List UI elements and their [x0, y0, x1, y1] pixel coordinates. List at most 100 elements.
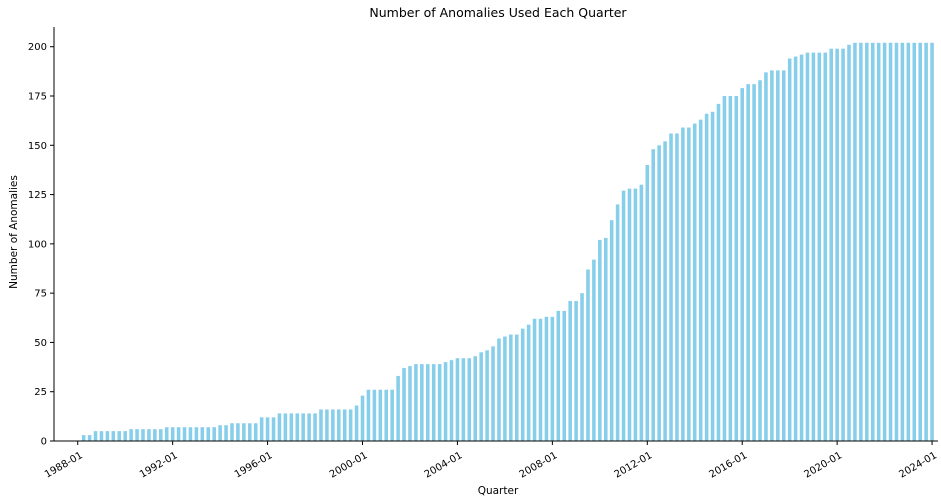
bar — [669, 133, 673, 441]
bar — [716, 103, 721, 441]
bar — [520, 328, 525, 441]
bar — [164, 427, 169, 441]
bar — [159, 429, 163, 441]
chart-title: Number of Anomalies Used Each Quarter — [369, 5, 627, 20]
bar — [609, 220, 614, 441]
bar — [728, 96, 733, 441]
bar — [206, 427, 211, 441]
bar — [598, 239, 602, 441]
bar — [734, 96, 739, 441]
bar — [449, 360, 454, 441]
bar — [301, 413, 305, 441]
bar — [627, 188, 632, 441]
bar — [313, 413, 317, 441]
bar — [259, 417, 264, 441]
bar — [930, 42, 934, 442]
bar — [194, 427, 199, 441]
bar — [799, 54, 804, 441]
bar — [859, 42, 863, 442]
x-tick-label: 2012-01 — [613, 450, 655, 480]
bar — [657, 145, 661, 442]
bar — [307, 413, 311, 441]
bar — [111, 431, 116, 441]
bar — [615, 204, 620, 441]
bar — [550, 316, 555, 441]
bar — [692, 123, 697, 441]
bar — [841, 48, 845, 441]
x-tick-label: 1992-01 — [138, 450, 180, 480]
bar — [188, 427, 193, 441]
bar — [532, 318, 537, 441]
bar — [141, 429, 145, 441]
x-tick-label: 1988-01 — [43, 450, 85, 480]
bar — [687, 127, 691, 441]
bar — [105, 431, 110, 441]
bar — [544, 316, 549, 441]
bar — [865, 42, 869, 442]
bar — [431, 364, 436, 441]
bar — [603, 237, 608, 441]
bar — [81, 435, 86, 441]
bar — [882, 42, 887, 442]
bar — [467, 358, 472, 441]
y-axis-label: Number of Anomalies — [8, 175, 20, 289]
bar — [538, 318, 543, 441]
bar — [325, 409, 329, 441]
x-tick-label: 1996-01 — [233, 450, 275, 480]
bar — [740, 88, 744, 442]
bar — [295, 413, 300, 441]
bar — [912, 42, 917, 442]
bar — [366, 389, 371, 441]
bar — [639, 184, 644, 441]
bar — [574, 301, 578, 441]
bar — [568, 301, 572, 441]
bar — [853, 42, 857, 442]
bar — [704, 113, 709, 442]
y-tick-label: 25 — [34, 387, 47, 398]
bar — [331, 409, 335, 441]
bar — [390, 389, 394, 441]
bar — [182, 427, 187, 441]
y-axis: 0 25 50 75 100 125 150 175 200 — [28, 42, 54, 448]
x-tick-label: 2004-01 — [423, 450, 465, 480]
bar — [461, 358, 466, 441]
bar — [248, 423, 252, 441]
bar — [378, 389, 383, 441]
x-tick-label: 2024-01 — [897, 450, 939, 480]
y-tick-label: 125 — [28, 190, 47, 201]
y-tick-label: 150 — [28, 141, 47, 152]
x-tick-label: 2000-01 — [328, 450, 370, 480]
bar — [900, 42, 905, 442]
bar — [787, 58, 792, 441]
bar — [253, 423, 258, 441]
bar — [218, 425, 222, 441]
x-axis-label: Quarter — [478, 485, 519, 497]
bar — [681, 127, 685, 441]
bar — [509, 334, 513, 441]
bar — [147, 429, 151, 441]
bar — [170, 427, 175, 441]
bar — [698, 119, 703, 441]
bar — [556, 310, 561, 441]
bar — [236, 423, 240, 441]
bar — [473, 356, 478, 441]
bar — [437, 364, 442, 441]
bar — [497, 338, 501, 441]
bar — [645, 165, 650, 441]
x-tick-label: 2008-01 — [518, 450, 560, 480]
bar — [823, 52, 828, 441]
bar — [817, 52, 822, 441]
bar — [526, 324, 531, 441]
bar — [793, 56, 798, 441]
x-tick-label: 2020-01 — [802, 450, 844, 480]
bar — [99, 431, 104, 441]
y-tick-label: 50 — [34, 338, 47, 349]
bar — [746, 84, 750, 442]
x-tick-label: 2016-01 — [708, 450, 750, 480]
bar — [633, 188, 638, 441]
bar — [835, 48, 839, 441]
bar — [888, 42, 893, 442]
bar — [829, 48, 833, 441]
bar — [153, 429, 157, 441]
bar — [408, 366, 412, 441]
